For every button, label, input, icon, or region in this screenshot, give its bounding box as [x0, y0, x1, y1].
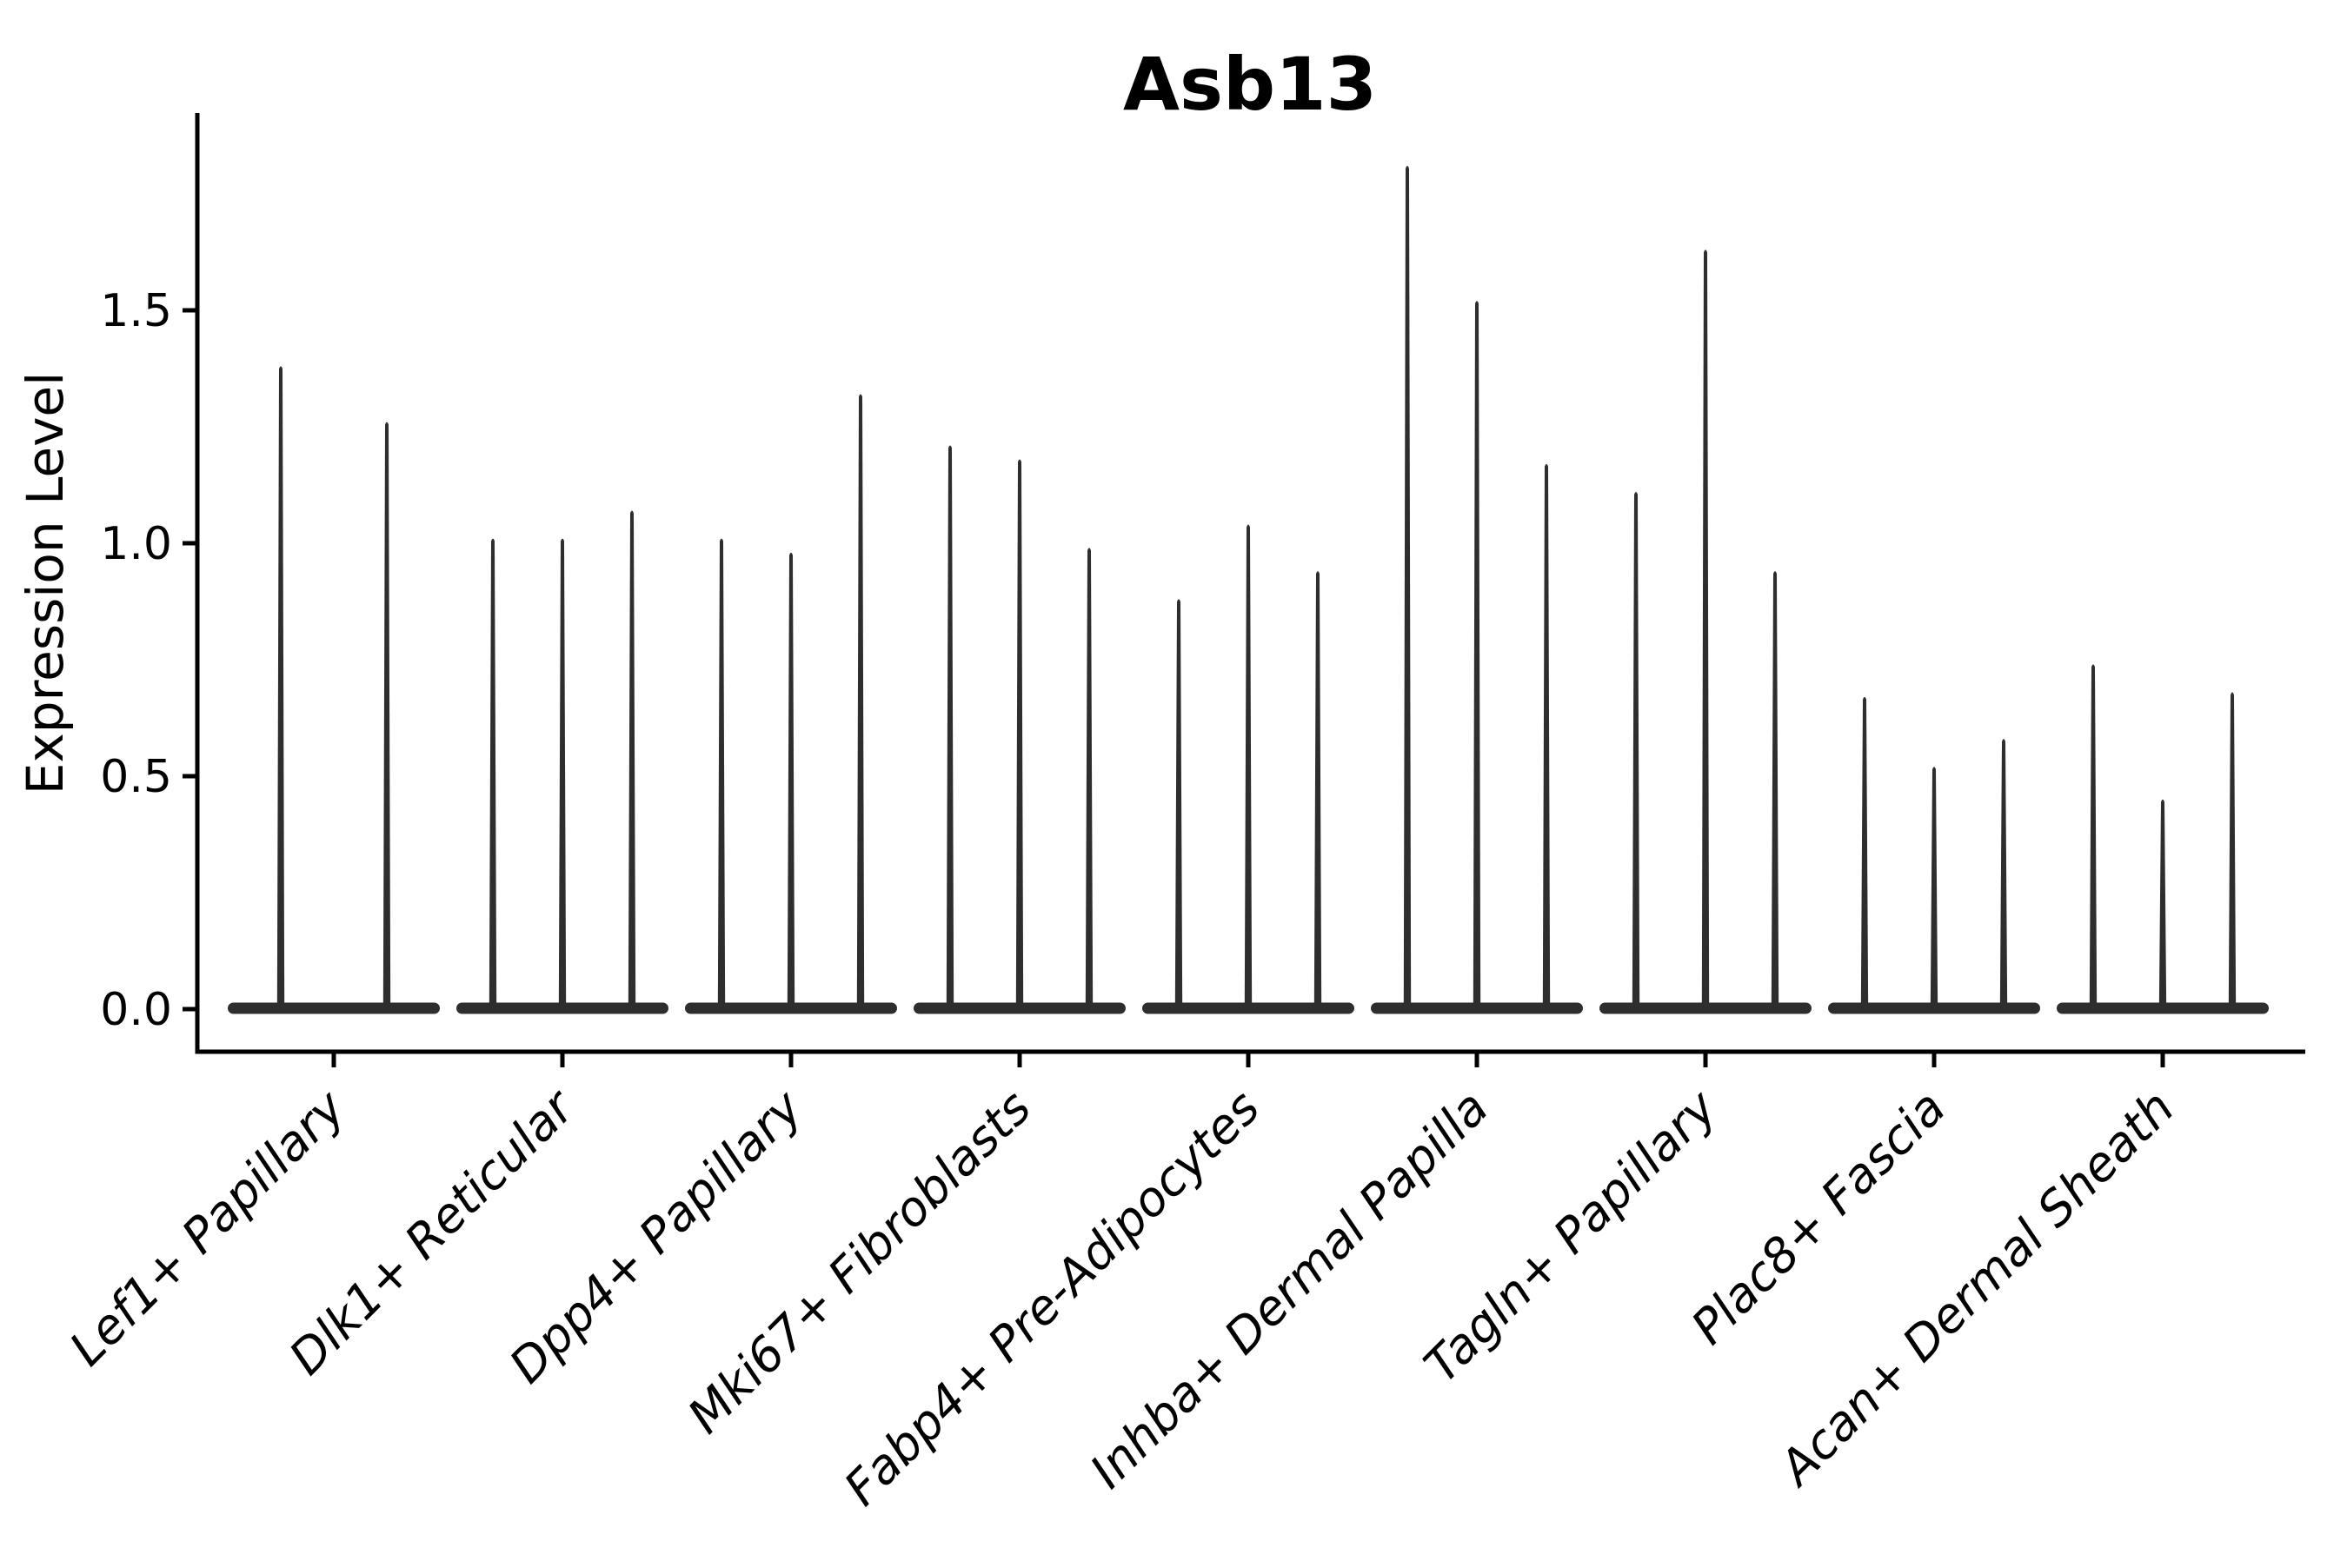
violin-base-bar: [228, 1002, 440, 1014]
violin-spike: [1403, 165, 1412, 1012]
violin-spike: [2158, 799, 2167, 1011]
violin-spike: [382, 422, 391, 1011]
violin-spike: [1085, 548, 1094, 1011]
violin-spike: [946, 445, 954, 1011]
violin-spike: [717, 538, 726, 1011]
violin-spike: [1174, 599, 1183, 1011]
violin-spike: [787, 552, 795, 1011]
violin-spike: [1701, 249, 1710, 1011]
y-tick-label: 0.5: [100, 751, 172, 803]
violin-spike: [856, 394, 865, 1012]
violin-spike: [1015, 459, 1024, 1011]
violin-spike: [1473, 301, 1481, 1011]
violin-spike: [558, 538, 567, 1011]
violin-spike: [628, 510, 636, 1011]
violin-spike: [2228, 692, 2237, 1011]
violin-spike: [2089, 664, 2098, 1011]
violin-spike: [1930, 767, 1938, 1011]
violin-spike: [489, 538, 497, 1011]
y-tick-label: 0.0: [100, 984, 172, 1036]
y-tick-label: 1.0: [100, 518, 172, 570]
violin-spike: [1244, 524, 1253, 1011]
violin-spike: [276, 366, 285, 1011]
chart-title: Asb13: [1123, 42, 1377, 127]
violin-spike: [1542, 463, 1551, 1011]
violin-spike: [1632, 492, 1640, 1011]
y-axis-label: Expression Level: [16, 372, 75, 794]
violin-spike: [1860, 696, 1869, 1011]
violin-spike: [1999, 739, 2008, 1011]
violin-spike: [1313, 571, 1322, 1011]
y-tick-label: 1.5: [100, 285, 172, 337]
violin-spike: [1771, 571, 1779, 1011]
